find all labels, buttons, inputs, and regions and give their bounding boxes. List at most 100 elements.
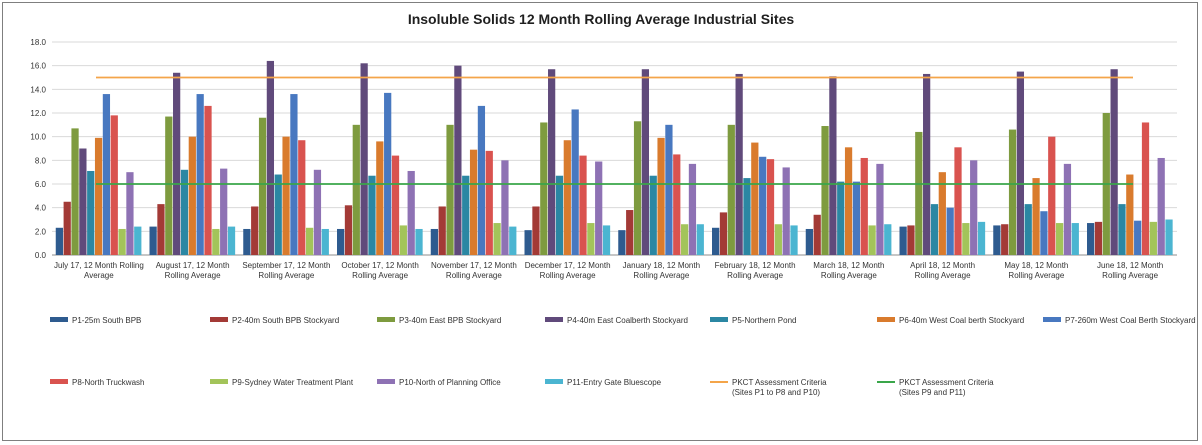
legend-swatch <box>545 317 563 322</box>
bar <box>102 94 111 255</box>
legend-label: P4-40m East Coalberth Stockyard <box>567 316 688 325</box>
x-tick-label: Rolling Average <box>258 271 314 280</box>
legend-label: P3-40m East BPB Stockyard <box>399 316 501 325</box>
bar <box>587 223 595 255</box>
bar <box>766 159 775 255</box>
legend-label: (Sites P1 to P8 and P10) <box>732 388 820 397</box>
bar <box>55 227 63 255</box>
y-tick-label: 4.0 <box>35 204 47 213</box>
bar <box>368 175 376 255</box>
bar <box>977 221 986 255</box>
bar <box>1087 223 1095 255</box>
bar <box>485 150 493 255</box>
bar <box>930 204 939 255</box>
bar <box>337 228 345 255</box>
bar <box>1063 163 1072 255</box>
legend-swatch <box>710 317 728 322</box>
x-tick-label: Rolling Average <box>540 271 596 280</box>
bar <box>376 141 384 255</box>
bar <box>438 206 446 255</box>
x-tick-label: September 17, 12 Month <box>242 261 330 270</box>
bar <box>1157 157 1165 255</box>
bar <box>938 172 946 255</box>
legend-label: P11-Entry Gate Bluescope <box>567 378 662 387</box>
bar <box>446 124 454 255</box>
bar <box>251 206 259 255</box>
x-tick-label: March 18, 12 Month <box>813 261 884 270</box>
bar <box>71 128 79 255</box>
bar <box>79 148 87 255</box>
bar <box>907 225 915 255</box>
legend-label: P9-Sydney Water Treatment Plant <box>232 378 354 387</box>
bar <box>352 124 360 255</box>
legend-label: P5-Northern Pond <box>732 316 796 325</box>
y-tick-label: 14.0 <box>30 85 46 94</box>
legend-label: (Sites P9 and P11) <box>899 388 966 397</box>
bar <box>626 210 634 255</box>
legend: P1-25m South BPB P2-40m South BPB Stockya… <box>50 316 1196 397</box>
bar <box>774 224 782 255</box>
bar <box>946 207 954 255</box>
bar <box>1016 71 1025 255</box>
bar <box>212 228 220 255</box>
legend-swatch <box>50 317 68 322</box>
x-tick-label: Rolling Average <box>1102 271 1158 280</box>
bar <box>860 157 868 255</box>
x-tick-label: Rolling Average <box>1008 271 1064 280</box>
bar <box>462 175 470 255</box>
bar <box>180 169 189 255</box>
bar <box>790 225 798 255</box>
bar <box>87 170 95 255</box>
y-tick-label: 12.0 <box>30 109 46 118</box>
legend-swatch <box>377 317 395 322</box>
bar <box>1040 211 1048 255</box>
legend-label: P10-North of Planning Office <box>399 378 501 387</box>
bar <box>618 230 626 255</box>
bar <box>173 72 181 256</box>
bar <box>759 156 767 255</box>
bar <box>899 226 907 255</box>
legend-swatch <box>377 379 395 384</box>
bar <box>954 147 962 255</box>
bar <box>555 175 564 255</box>
bar <box>602 225 611 255</box>
bar <box>595 161 603 255</box>
x-tick-label: April 18, 12 Month <box>910 261 975 270</box>
x-tick-label: August 17, 12 Month <box>156 261 230 270</box>
bar <box>579 155 587 255</box>
bar <box>641 69 650 255</box>
bar <box>821 126 829 256</box>
bar <box>282 136 290 255</box>
legend-swatch <box>210 317 228 322</box>
bar <box>719 212 728 255</box>
bar <box>993 225 1001 255</box>
bar <box>493 223 501 255</box>
bar <box>1118 204 1126 255</box>
bar <box>407 170 415 255</box>
bar <box>673 154 681 255</box>
x-tick-label: June 18, 12 Month <box>1097 261 1163 270</box>
x-tick-label: Rolling Average <box>352 271 408 280</box>
chart-title: Insoluble Solids 12 Month Rolling Averag… <box>408 11 795 27</box>
bar <box>844 147 853 255</box>
bar <box>94 137 103 255</box>
x-tick-label: Rolling Average <box>915 271 971 280</box>
bar <box>649 175 657 255</box>
bar <box>657 137 665 255</box>
bar <box>712 227 720 255</box>
bar <box>1032 178 1040 255</box>
bar <box>876 163 884 255</box>
bar <box>509 226 517 255</box>
bar <box>1024 204 1032 255</box>
legend-swatch <box>545 379 563 384</box>
x-tick-label: May 18, 12 Month <box>1004 261 1068 270</box>
bar <box>126 172 134 255</box>
bar <box>1149 221 1157 255</box>
bar <box>501 160 509 255</box>
x-tick-label: Rolling Average <box>165 271 221 280</box>
bar <box>727 124 735 255</box>
x-tick-label: Rolling Average <box>821 271 877 280</box>
bar <box>118 228 126 255</box>
bars <box>55 60 1173 256</box>
bar <box>1055 223 1064 255</box>
